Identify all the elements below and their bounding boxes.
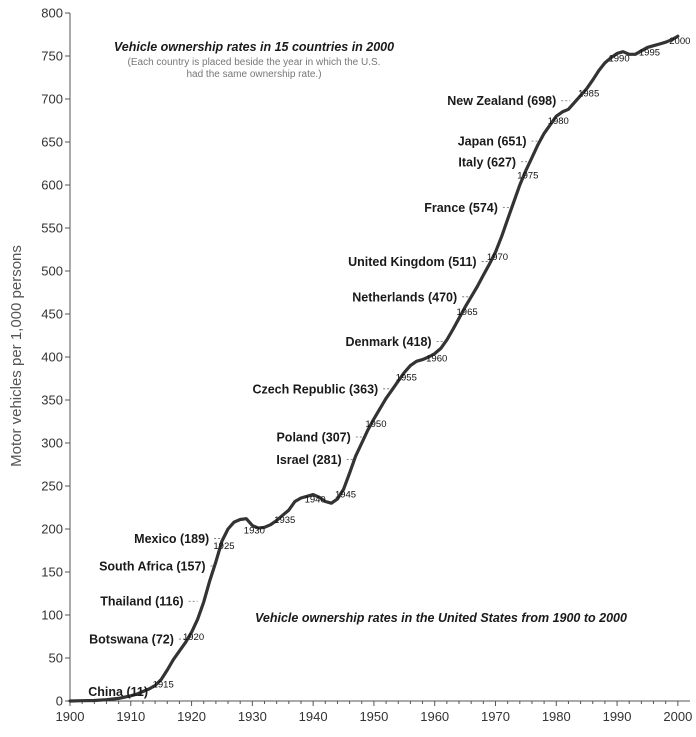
year-label-1935: 1935 <box>274 515 295 526</box>
us-ownership-series-line <box>68 34 680 703</box>
year-label-1940: 1940 <box>305 495 326 506</box>
y-tick-label: 400 <box>41 350 63 365</box>
country-label: Israel (281) <box>276 453 341 467</box>
x-tick-label: 2000 <box>663 709 692 724</box>
year-label-1970: 1970 <box>487 252 508 263</box>
x-tick-label: 1990 <box>603 709 632 724</box>
y-tick-label: 250 <box>41 479 63 494</box>
year-labels: 1915 1920 1925 1930 1935 1940 1945 1950 1955 1960… <box>153 36 691 690</box>
x-tick-label: 1900 <box>56 709 85 724</box>
country-label: New Zealand (698) <box>447 94 556 108</box>
x-tick-label: 1920 <box>177 709 206 724</box>
axes: 0 50 100 150 200 250 300 350 400 450 500 550 600 650 7… <box>41 6 692 725</box>
x-tick-label: 1940 <box>299 709 328 724</box>
country-label: Czech Republic (363) <box>252 382 378 396</box>
country-label: South Africa (157) <box>99 559 206 573</box>
year-label-1985: 1985 <box>578 89 599 100</box>
x-tick-label: 1980 <box>542 709 571 724</box>
country-label: Thailand (116) <box>100 595 183 609</box>
y-tick-label: 200 <box>41 522 63 537</box>
y-tick-label: 0 <box>56 694 63 709</box>
year-label-1990: 1990 <box>608 53 629 64</box>
country-label: China (11) <box>88 685 148 699</box>
year-label-2000: 2000 <box>669 36 690 47</box>
country-label: Mexico (189) <box>134 532 209 546</box>
year-label-1925: 1925 <box>213 541 234 552</box>
year-label-1950: 1950 <box>365 419 386 430</box>
x-tick-label: 1960 <box>420 709 449 724</box>
country-label: United Kingdom (511) <box>348 255 476 269</box>
year-label-1980: 1980 <box>548 116 569 127</box>
year-label-1960: 1960 <box>426 354 447 365</box>
country-labels: China (11) Botswana (72) Thailand (116) Sou… <box>88 94 556 699</box>
x-tick-label: 1950 <box>359 709 388 724</box>
country-label: Japan (651) <box>458 135 527 149</box>
us-series-annotation: Vehicle ownership rates in the United St… <box>255 611 627 625</box>
country-label: Denmark (418) <box>345 335 431 349</box>
country-label: France (574) <box>424 201 498 215</box>
year-label-1915: 1915 <box>153 680 174 691</box>
y-tick-label: 150 <box>41 565 63 580</box>
year-label-1955: 1955 <box>396 372 417 383</box>
x-tick-label: 1970 <box>481 709 510 724</box>
y-tick-label: 600 <box>41 178 63 193</box>
x-tick-label: 1930 <box>238 709 267 724</box>
country-leader-lines <box>178 100 571 640</box>
y-tick-label: 350 <box>41 393 63 408</box>
chart-subtitle-line-1: (Each country is placed beside the year … <box>128 57 381 68</box>
year-label-1920: 1920 <box>183 632 204 643</box>
y-tick-label: 800 <box>41 6 63 21</box>
y-tick-label: 450 <box>41 307 63 322</box>
chart-title: Vehicle ownership rates in 15 countries … <box>114 40 394 54</box>
y-tick-label: 50 <box>49 651 63 666</box>
year-label-1975: 1975 <box>517 170 538 181</box>
y-tick-label: 300 <box>41 436 63 451</box>
country-label: Netherlands (470) <box>352 290 457 304</box>
country-label: Poland (307) <box>276 430 350 444</box>
y-tick-label: 100 <box>41 608 63 623</box>
year-label-1995: 1995 <box>639 47 660 58</box>
y-tick-label: 500 <box>41 264 63 279</box>
y-tick-label: 700 <box>41 92 63 107</box>
y-tick-label: 550 <box>41 221 63 236</box>
country-label: Italy (627) <box>458 155 516 169</box>
chart-subtitle-line-2: had the same ownership rate.) <box>186 69 321 80</box>
y-tick-label: 650 <box>41 135 63 150</box>
country-label: Botswana (72) <box>89 633 174 647</box>
year-label-1945: 1945 <box>335 489 356 500</box>
y-axis-label: Motor vehicles per 1,000 persons <box>8 245 25 467</box>
y-tick-label: 750 <box>41 49 63 64</box>
x-tick-label: 1910 <box>116 709 145 724</box>
year-label-1965: 1965 <box>457 307 478 318</box>
year-label-1930: 1930 <box>244 526 265 537</box>
